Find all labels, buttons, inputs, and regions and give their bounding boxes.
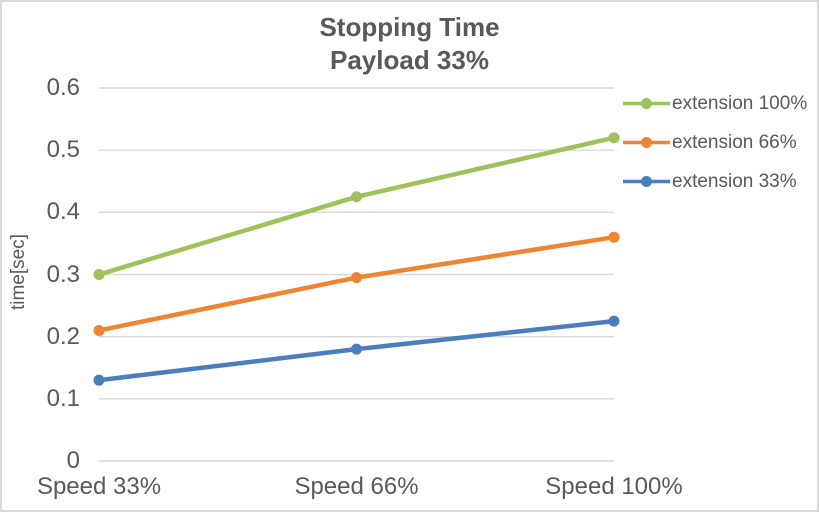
- y-tick-label: 0.6: [46, 74, 80, 101]
- chart-title: Stopping Time Payload 33%: [2, 11, 817, 77]
- y-tick-label: 0.3: [46, 260, 80, 288]
- chart-title-line1: Stopping Time: [319, 12, 500, 42]
- series-line-extension-100-: [96, 135, 617, 277]
- x-tick-label: Speed 100%: [545, 473, 683, 500]
- data-point-marker: [608, 315, 620, 327]
- legend-label: extension 66%: [672, 131, 797, 153]
- y-tick-label: 0.1: [46, 384, 80, 412]
- data-point-marker: [351, 343, 362, 355]
- x-tick-label: Speed 66%: [294, 473, 419, 500]
- legend-line-marker-icon: [623, 137, 670, 148]
- chart-title-line2: Payload 33%: [330, 45, 489, 75]
- data-point-marker: [93, 374, 105, 386]
- y-tick-label: 0.2: [46, 322, 80, 350]
- data-point-marker: [608, 231, 620, 243]
- legend: extension 100% extension 66% extension 33%: [623, 84, 807, 201]
- legend-line-marker-icon: [623, 98, 670, 109]
- legend-item: extension 33%: [623, 162, 807, 201]
- legend-line-marker-icon: [623, 176, 670, 187]
- y-tick-label: 0: [66, 447, 80, 474]
- data-point-marker: [351, 191, 362, 203]
- legend-item: extension 100%: [623, 84, 807, 123]
- x-tick-label: Speed 33%: [36, 473, 162, 500]
- data-point-marker: [93, 269, 105, 280]
- data-point-marker: [93, 324, 105, 336]
- y-tick-label: 0.4: [46, 198, 80, 226]
- legend-item: extension 66%: [623, 123, 807, 162]
- legend-label: extension 100%: [672, 92, 808, 114]
- legend-label: extension 33%: [672, 170, 797, 192]
- data-point-marker: [351, 272, 362, 284]
- data-point-marker: [608, 132, 620, 144]
- y-tick-label: 0.5: [46, 136, 80, 164]
